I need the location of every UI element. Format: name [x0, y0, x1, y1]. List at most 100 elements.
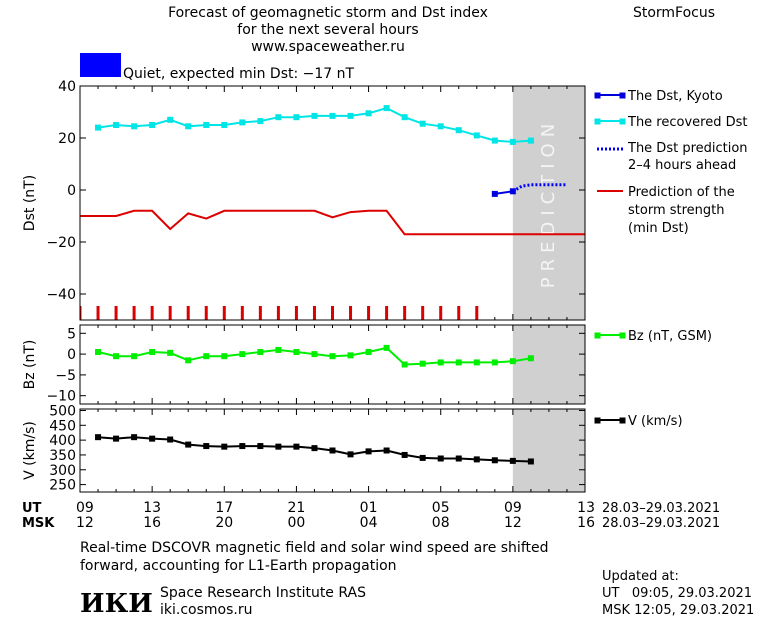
bz-series-bz-point: [95, 349, 102, 356]
dst-series-recovered-point: [365, 110, 372, 117]
bz-ytick-label: −5: [55, 368, 76, 384]
xtick-ut-label: 09: [504, 500, 522, 516]
xtick-ut-label: 13: [143, 500, 161, 516]
storm-marker: [96, 306, 100, 320]
dst-series-storm-line: [80, 209, 585, 236]
dst-series-recovered-point: [509, 138, 516, 145]
dst-series-recovered-point: [401, 114, 408, 121]
dst-ytick-label: −40: [46, 287, 76, 303]
bz-series-bz-point: [221, 353, 228, 360]
bz-panel: −10 −5 0 5 Bz (nT): [22, 324, 586, 405]
bz-series-bz-point: [239, 351, 246, 358]
storm-marker: [439, 306, 443, 320]
storm-marker: [457, 306, 461, 320]
v-series-v-point: [257, 443, 264, 450]
xtick-msk-label: 04: [360, 515, 378, 531]
v-series-v-point: [347, 451, 354, 458]
xtick-ut-label: 13: [577, 500, 595, 516]
bz-series-bz-point: [527, 355, 534, 362]
dst-ytick-label: 20: [58, 131, 76, 147]
storm-marker: [114, 306, 118, 320]
storm-marker: [421, 306, 425, 320]
storm-marker: [258, 306, 262, 320]
dst-series-recovered-point: [473, 132, 480, 139]
dst-series-recovered-point: [419, 120, 426, 127]
prediction-zone-label: PREDICTION: [538, 118, 559, 288]
bz-series-bz-point: [293, 349, 300, 356]
iki-logo-text: ИКИ: [80, 589, 153, 619]
v-series-v-point: [383, 447, 390, 454]
v-ylabel: V (km/s): [22, 421, 38, 480]
dst-series-recovered-point: [203, 122, 210, 128]
v-series-v-point: [473, 456, 480, 463]
legend-dst-prediction: The Dst prediction 2–4 hours ahead: [597, 141, 748, 173]
bz-series-bz-point: [113, 353, 120, 360]
storm-marker: [385, 306, 389, 320]
legend-storm-strength: Prediction of the storm strength (min Ds…: [597, 185, 735, 236]
xtick-ut-label: 01: [360, 500, 378, 516]
dst-series-recovered-point: [455, 127, 462, 134]
storm-marker: [331, 306, 334, 320]
dst-series-recovered-point: [293, 114, 300, 121]
v-series-v-point: [437, 455, 444, 462]
dst-series-kyoto-point: [491, 190, 498, 197]
xtick-msk-label: 00: [288, 515, 306, 531]
bz-series-bz-point: [149, 349, 156, 356]
v-ytick-label: 350: [49, 448, 76, 464]
dst-frame: [79, 85, 586, 321]
dst-series-recovered-point: [311, 112, 318, 119]
bz-series-bz-point: [419, 360, 426, 367]
v-ytick-label: 300: [49, 463, 76, 479]
bz-ytick-label: 5: [67, 326, 76, 342]
xtick-msk-label: 16: [143, 515, 161, 531]
bz-series-bz-point: [455, 359, 462, 366]
bz-series-bz-point: [365, 349, 372, 356]
v-series-v-point: [293, 443, 300, 450]
storm-marker: [132, 306, 136, 320]
v-ytick-label: 400: [49, 433, 76, 449]
xtick-msk-label: 12: [76, 515, 94, 531]
xtick-msk-label: 16: [577, 515, 595, 531]
updated-msk: MSK 12:05, 29.03.2021: [602, 603, 754, 618]
storm-marker: [349, 306, 353, 320]
xtick-msk-label: 08: [432, 515, 450, 531]
storm-marker: [240, 306, 244, 320]
v-series-v-point: [113, 435, 120, 442]
v-series-v-point: [455, 455, 462, 462]
status-text: Quiet, expected min Dst: −17 nT: [123, 66, 355, 82]
bz-series-bz-point: [437, 359, 444, 366]
bz-series-bz-point: [347, 352, 354, 359]
dst-series-recovered-point: [527, 137, 534, 144]
dst-series-recovered-point: [329, 112, 336, 119]
legend-storm-line-3: (min Dst): [628, 221, 689, 236]
bz-prediction-zone: [512, 325, 585, 404]
bz-series-bz-point: [131, 353, 138, 360]
v-series-v-point: [329, 447, 336, 454]
v-ytick-label: 500: [49, 403, 76, 419]
dst-series-recovered-point: [437, 123, 444, 130]
dst-plot-area: [80, 105, 585, 320]
dst-ylabel: Dst (nT): [22, 175, 38, 231]
v-series-v-point: [167, 436, 174, 443]
institute-site: iki.cosmos.ru: [160, 602, 252, 618]
v-series-v-point: [221, 443, 228, 450]
bz-series-bz-point: [509, 358, 516, 365]
dst-panel: PREDICTION −40 −20 0 20 40 Dst (nT): [22, 79, 586, 321]
v-series-v-point: [311, 445, 318, 452]
footer-note-line-1: Real-time DSCOVR magnetic field and sola…: [80, 540, 549, 556]
bz-series-bz-point: [185, 357, 192, 364]
dst-series-recovered-point: [149, 122, 156, 128]
v-series-v-point: [239, 443, 246, 450]
v-series-v-point: [203, 443, 210, 450]
storm-marker: [80, 306, 82, 320]
xtick-ut-label: 17: [215, 500, 233, 516]
xtick-ut-label: 09: [76, 500, 94, 516]
bz-series-bz-point: [491, 359, 498, 366]
msk-label: MSK: [22, 516, 55, 531]
v-prediction-zone: [512, 409, 585, 492]
storm-marker: [403, 306, 407, 320]
updated-ut: UT 09:05, 29.03.2021: [602, 586, 752, 601]
dst-series-recovered-point: [167, 116, 174, 123]
dst-series-recovered-point: [131, 123, 138, 130]
